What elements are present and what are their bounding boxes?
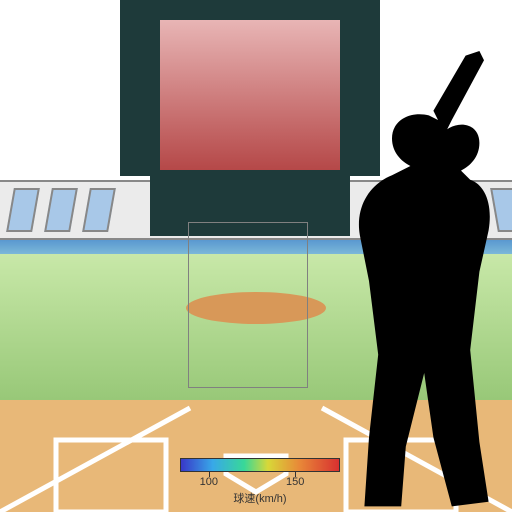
legend-axis-label: 球速(km/h) [180,490,340,506]
batter-silhouette [300,46,512,516]
legend-tick-label-0: 100 [195,476,223,488]
speed-legend-bar [180,458,340,472]
legend-tick-label-1: 150 [281,476,309,488]
